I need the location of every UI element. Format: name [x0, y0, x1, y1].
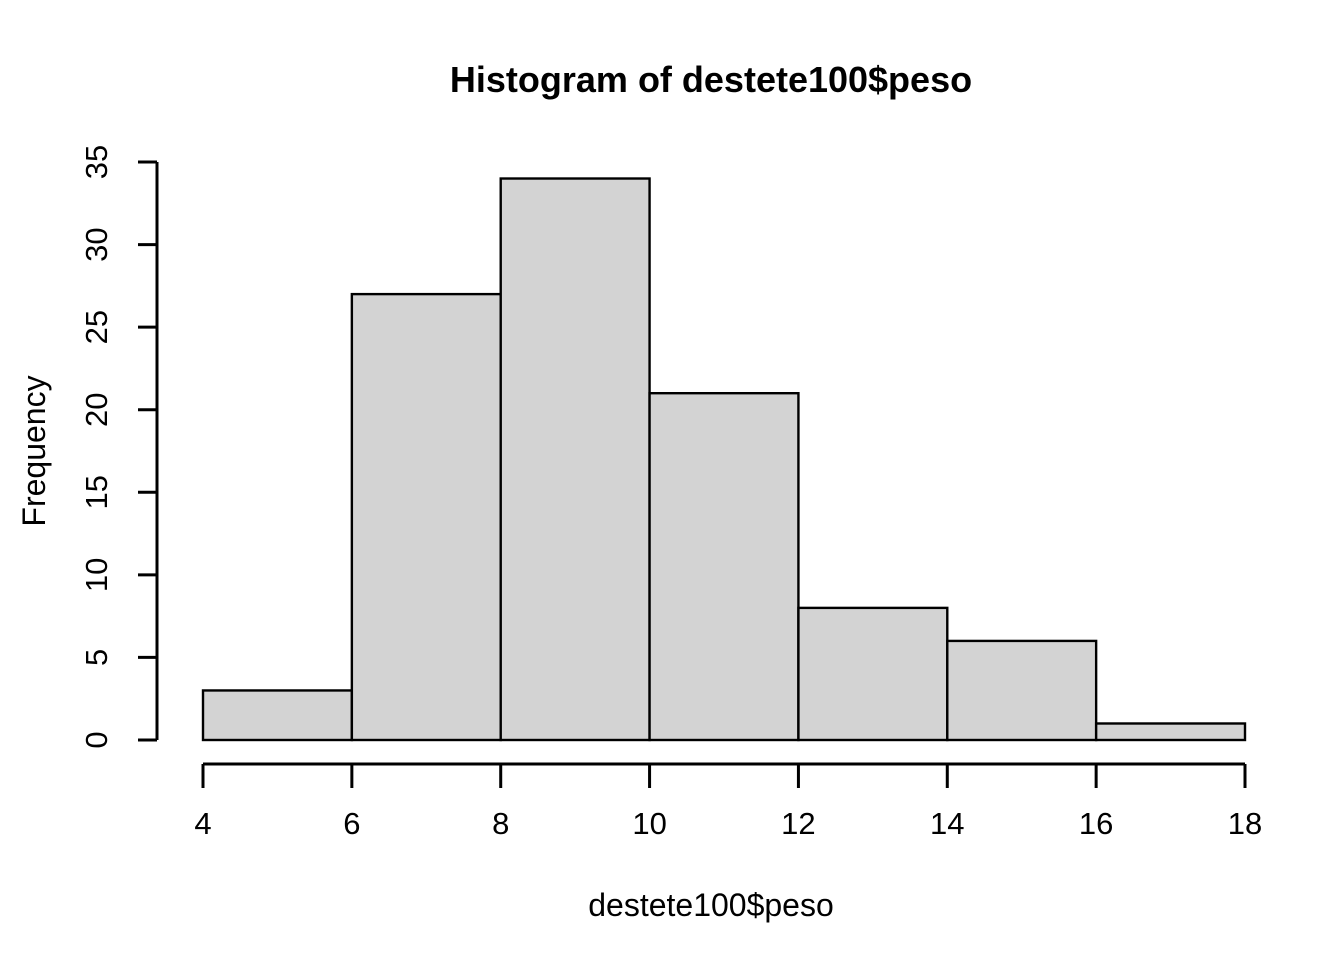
y-tick-label: 25 [79, 310, 114, 344]
y-tick-label: 15 [79, 475, 114, 509]
y-tick-label: 35 [79, 145, 114, 179]
x-tick-label: 18 [1228, 806, 1262, 841]
x-tick-label: 4 [194, 806, 211, 841]
y-tick-label: 0 [79, 731, 114, 748]
y-tick-label: 20 [79, 392, 114, 426]
x-tick-label: 12 [781, 806, 815, 841]
y-tick-label: 30 [79, 227, 114, 261]
histogram-bar [201, 689, 354, 742]
histogram-bar [797, 606, 949, 742]
x-tick-label: 8 [492, 806, 509, 841]
x-tick-label: 14 [930, 806, 964, 841]
histogram-bar [648, 392, 800, 742]
y-axis-label: Frequency [16, 375, 52, 526]
chart-title: Histogram of destete100$peso [450, 59, 972, 100]
histogram-bar [1094, 722, 1247, 742]
y-tick-label: 10 [79, 558, 114, 592]
x-axis: 4 6 8 10 12 14 16 18 [194, 762, 1262, 841]
histogram-bar [946, 639, 1098, 742]
y-axis: 0 5 10 15 20 25 30 35 [79, 145, 159, 749]
histogram-bar [350, 292, 502, 742]
y-tick-label: 5 [79, 649, 114, 666]
x-tick-label: 10 [632, 806, 666, 841]
x-axis-label: destete100$peso [588, 887, 834, 923]
x-tick-label: 6 [343, 806, 360, 841]
histogram-bars [201, 177, 1247, 742]
x-tick-label: 16 [1079, 806, 1113, 841]
histogram-bar [499, 177, 651, 742]
